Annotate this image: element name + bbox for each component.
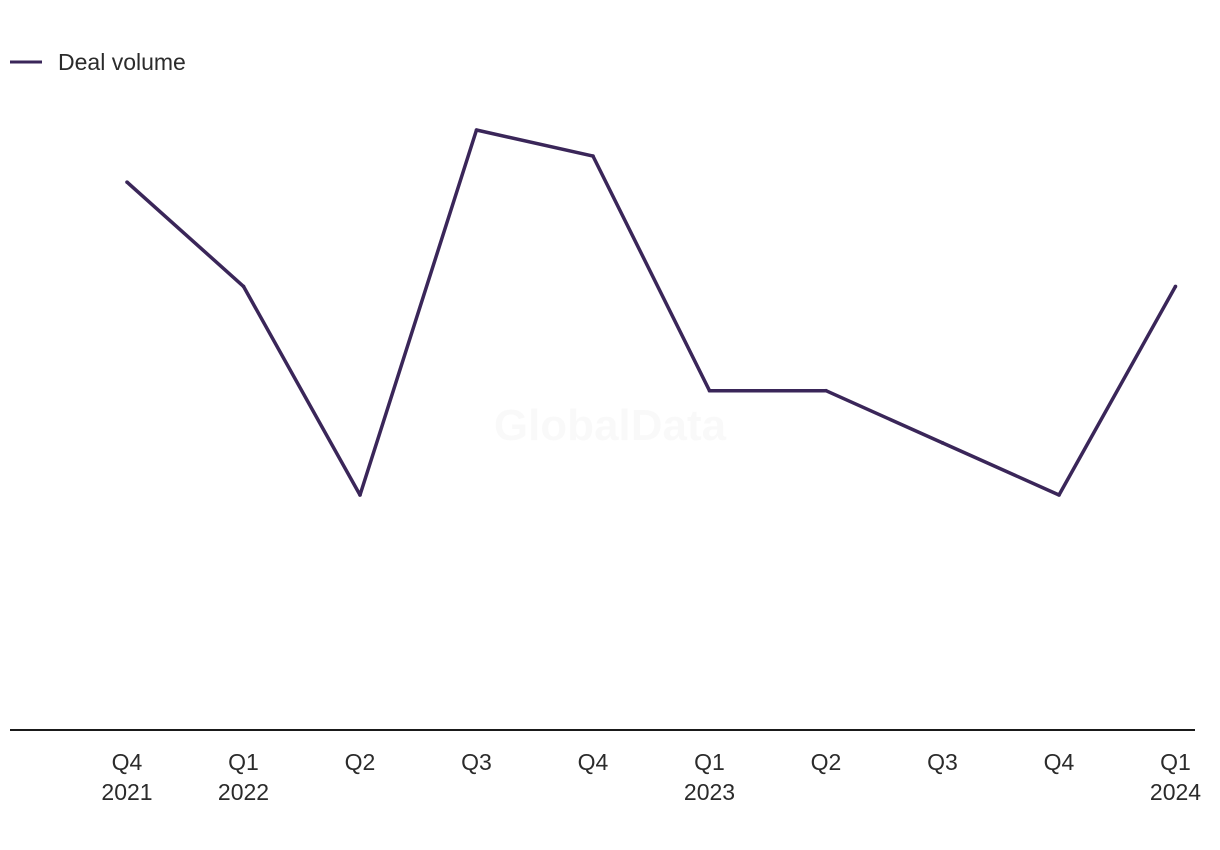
legend: Deal volume — [10, 49, 186, 75]
data-point — [707, 388, 712, 393]
series-line-deal-volume — [125, 128, 1178, 497]
x-tick-label: Q3 — [927, 749, 958, 775]
x-axis-ticks: Q4 2021 Q1 2022 Q2 Q3 Q4 Q1 2023 Q2 Q3 Q4 Q1 2024 — [101, 749, 1201, 805]
x-tick-label: Q1 2022 — [218, 749, 269, 805]
data-point — [358, 493, 362, 497]
data-point — [125, 180, 129, 184]
x-tick-label: Q4 — [1044, 749, 1075, 775]
data-point — [241, 284, 246, 289]
x-tick-label: Q4 2021 — [101, 749, 152, 805]
data-point — [940, 441, 945, 445]
x-tick-label: Q4 — [578, 749, 609, 775]
watermark: GlobalData — [494, 401, 727, 450]
legend-label-deal-volume: Deal volume — [58, 49, 186, 75]
x-tick-label: Q1 2024 — [1150, 749, 1201, 805]
x-tick-label: Q3 — [461, 749, 492, 775]
data-point — [1173, 284, 1178, 289]
data-point — [824, 388, 828, 393]
x-tick-label: Q2 — [811, 749, 842, 775]
data-point — [591, 154, 595, 158]
data-point — [474, 128, 479, 132]
plot-area — [125, 128, 1178, 497]
data-point — [1057, 493, 1061, 497]
x-tick-label: Q1 2023 — [684, 749, 735, 805]
x-tick-label: Q2 — [345, 749, 376, 775]
